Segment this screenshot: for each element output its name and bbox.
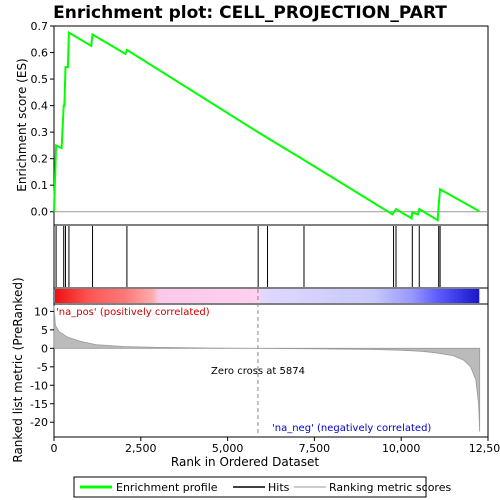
metric-panel-frame [53, 303, 489, 438]
es-tick-label: 0.7 [31, 20, 49, 33]
legend-label-hits: Hits [268, 481, 290, 494]
zero-cross-label: Zero cross at 5874 [211, 366, 305, 377]
x-axis-label: Rank in Ordered Dataset [171, 455, 319, 469]
metric-tick-label: -20 [30, 416, 48, 429]
es-tick-label: 0.2 [31, 153, 49, 166]
metric-tick-label: 5 [41, 324, 48, 337]
es-series [53, 30, 480, 222]
metric-series [53, 289, 481, 437]
metric-tick-label: -10 [30, 379, 48, 392]
enrichment-profile-line [53, 30, 480, 222]
metric-tick-label: 0 [41, 342, 48, 355]
metric-tick-label: -15 [30, 398, 48, 411]
neg-correlated-label: 'na_neg' (negatively correlated) [272, 423, 431, 434]
x-tick-label: 5,000 [212, 442, 244, 455]
x-tick-label: 7,500 [299, 442, 331, 455]
metric-y-axis: 10 5 0 -5 -10 -15 -20 [30, 305, 54, 429]
x-tick-label: 2,500 [125, 442, 157, 455]
rank-colorbar [55, 289, 480, 303]
es-tick-label: 0.6 [31, 47, 49, 60]
pos-correlated-label: 'na_pos' (positively correlated) [56, 307, 210, 318]
x-tick-label: 0 [51, 442, 58, 455]
x-tick-label: 12,500 [469, 442, 500, 455]
x-tick-label: 10,000 [382, 442, 421, 455]
es-tick-label: 0.4 [31, 100, 49, 113]
es-tick-label: 0.0 [31, 206, 49, 219]
es-tick-label: 0.1 [31, 179, 49, 192]
ranking-metric-area [53, 305, 481, 432]
es-y-axis: 0.0 0.1 0.2 0.3 0.4 0.5 0.6 0.7 [31, 20, 54, 219]
metric-tick-label: 10 [34, 305, 48, 318]
es-tick-label: 0.3 [31, 126, 49, 139]
hits-series [55, 226, 441, 287]
es-tick-label: 0.5 [31, 73, 49, 86]
es-y-axis-label: Enrichment score (ES) [15, 58, 29, 191]
legend-label-metric: Ranking metric scores [329, 481, 451, 494]
metric-tick-label: -5 [37, 361, 48, 374]
metric-y-axis-label: Ranked list metric (PreRanked) [11, 277, 25, 462]
hits-panel-frame [53, 224, 489, 289]
x-axis: 0 2,500 5,000 7,500 10,000 12,500 [51, 437, 500, 455]
chart-title: Enrichment plot: CELL_PROJECTION_PART [53, 3, 447, 23]
colorbar-fill [55, 289, 480, 303]
es-panel-frame [53, 25, 489, 226]
legend-label-enrichment: Enrichment profile [116, 481, 218, 494]
